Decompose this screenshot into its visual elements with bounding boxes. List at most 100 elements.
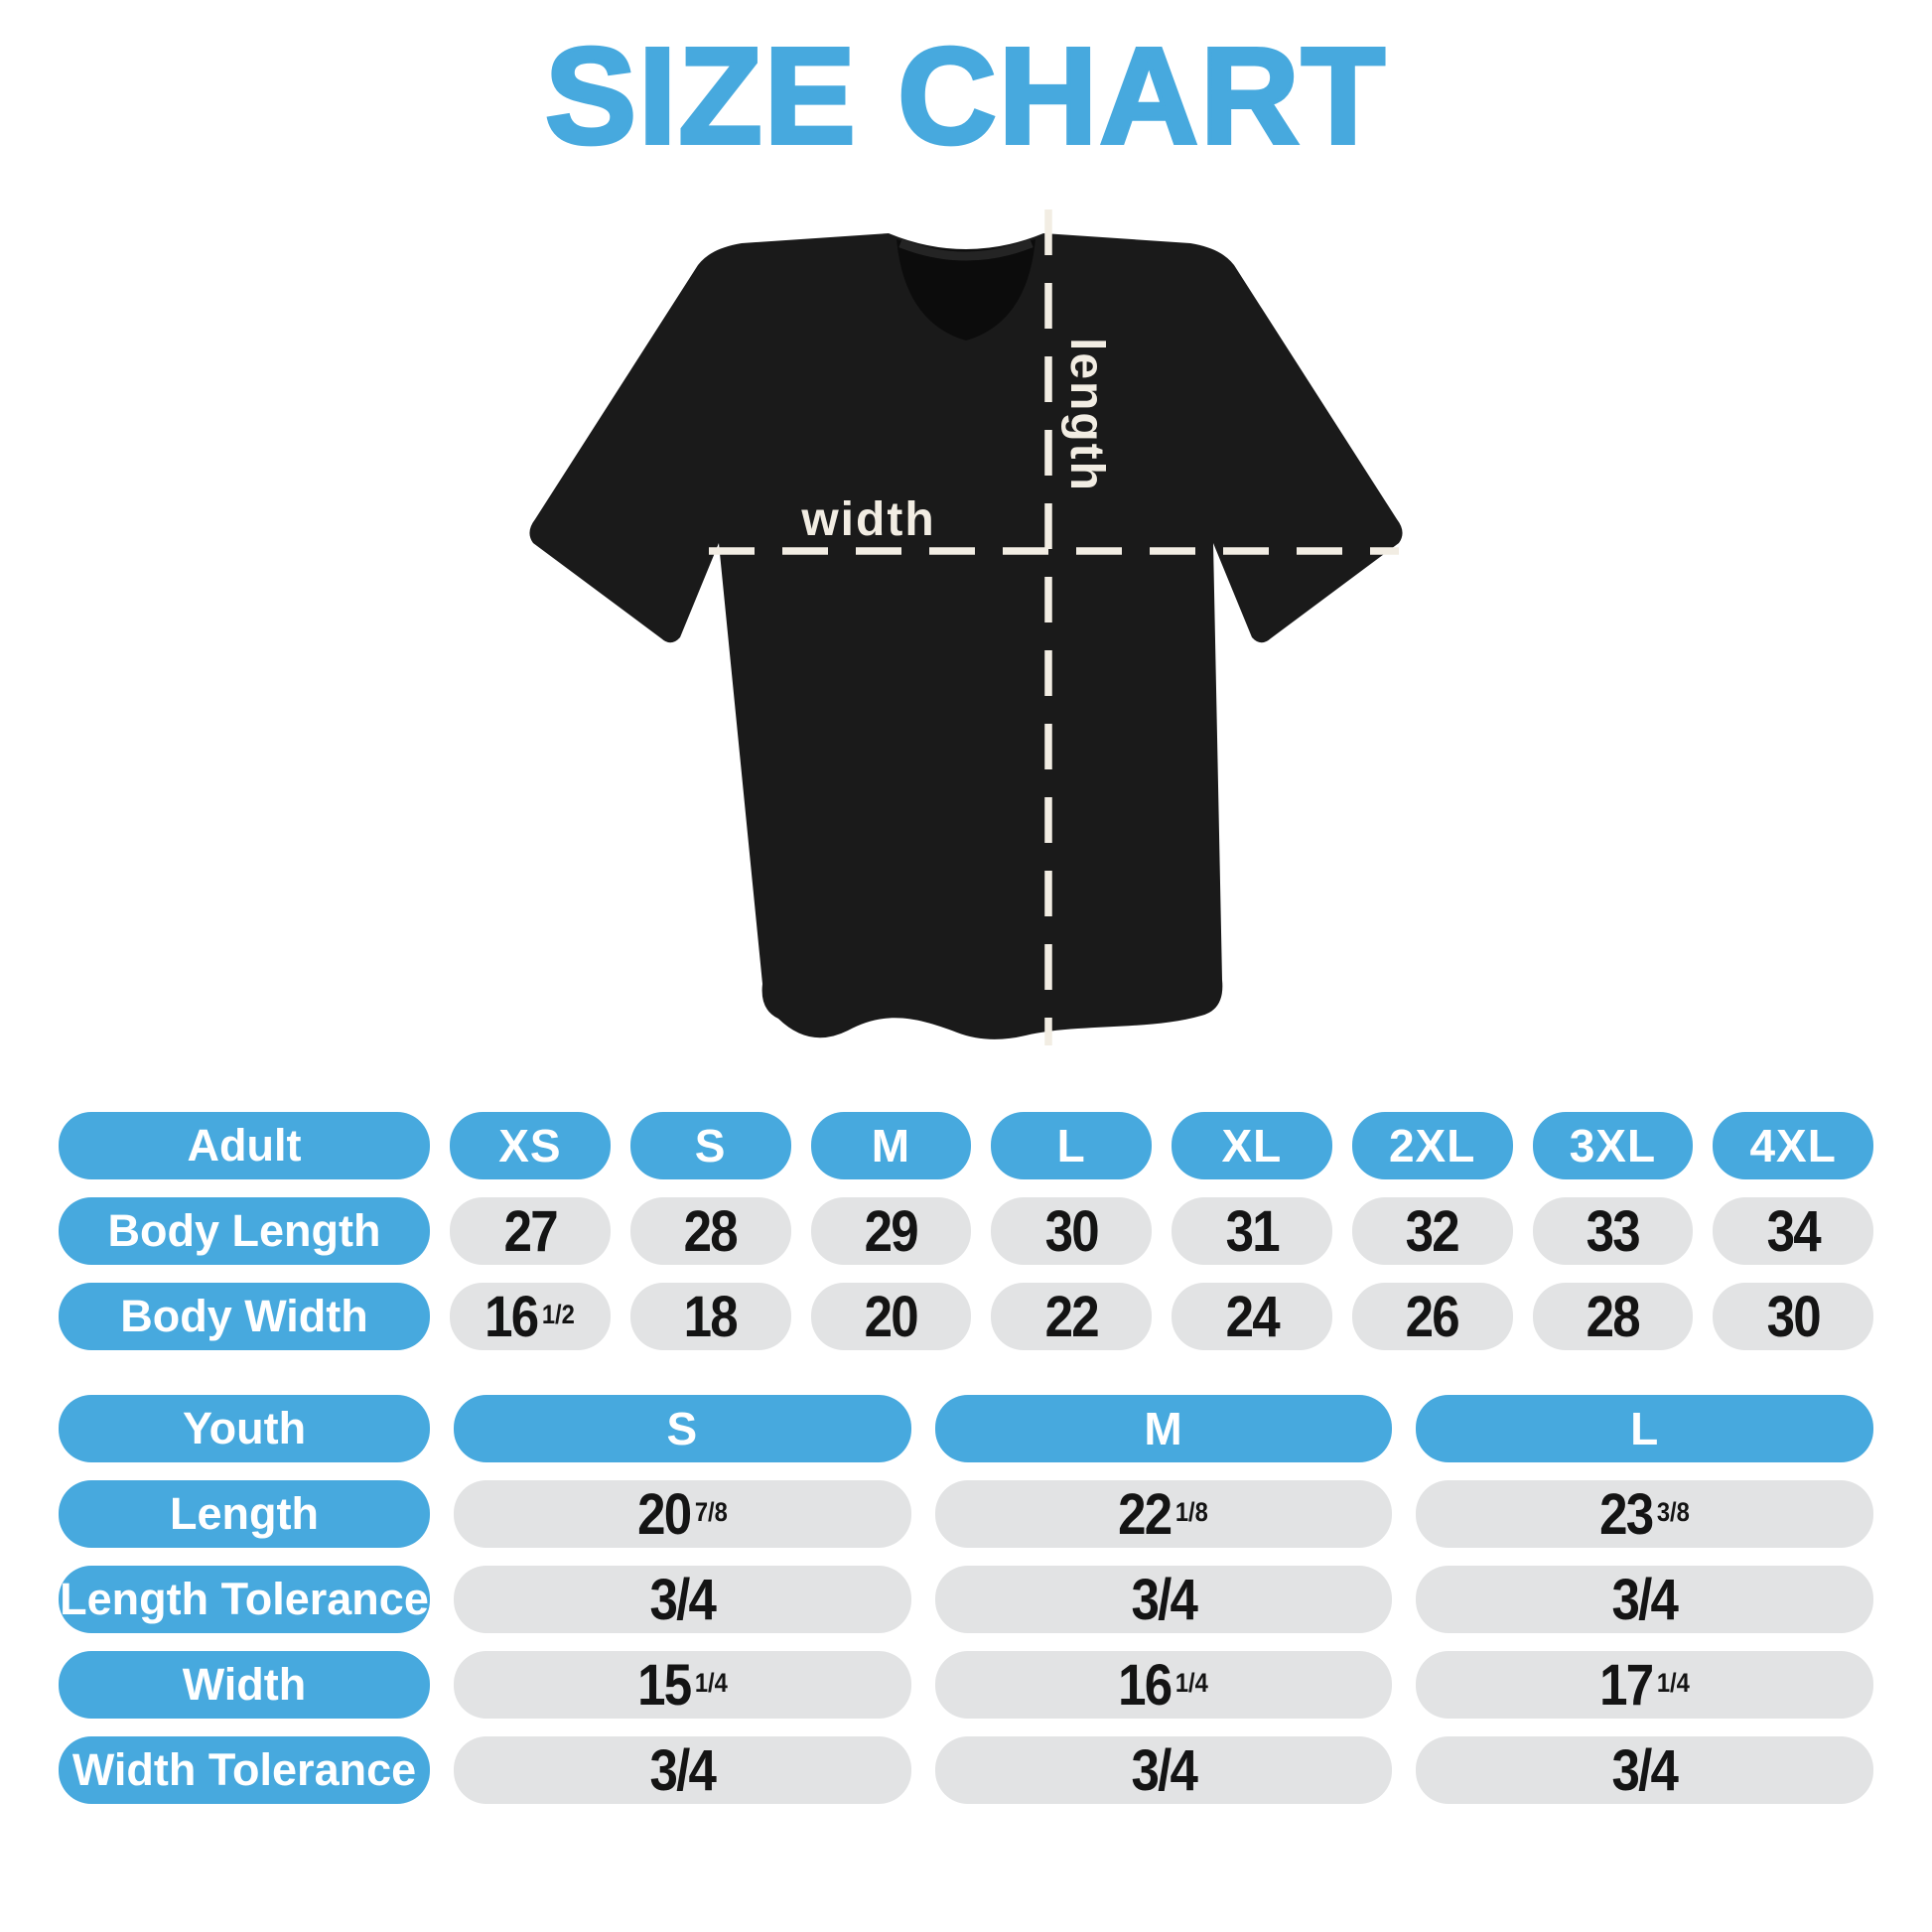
value-text: 24 [1225, 1284, 1280, 1350]
table-row: Width Tolerance 3/4 3/4 3/4 [59, 1736, 1874, 1804]
size-header-cell: 4XL [1713, 1112, 1873, 1179]
value-cell: 3/4 [1416, 1566, 1874, 1633]
value-cell: 30 [1713, 1283, 1873, 1350]
value-cell: 15 1/4 [454, 1651, 911, 1719]
value-number: 33 [1586, 1198, 1641, 1264]
value-number: 16 [484, 1284, 540, 1349]
value-cell: 20 [810, 1283, 972, 1350]
table-row: Length 20 7/8 22 1/8 23 3/8 [59, 1480, 1874, 1548]
row-label: Length Tolerance [59, 1566, 430, 1633]
value-text: 22 1/8 [1119, 1481, 1209, 1548]
table-row: Width 15 1/4 16 1/4 17 1/4 [59, 1651, 1874, 1719]
size-header-cell: L [991, 1112, 1152, 1179]
table-row: Body Length 27 28 29 30 31 32 33 34 [59, 1197, 1873, 1265]
value-cell: 34 [1713, 1197, 1873, 1265]
row-label: Width Tolerance [59, 1736, 430, 1804]
width-label: width [800, 493, 935, 546]
size-header-cell: M [934, 1395, 1393, 1462]
table-spacer [59, 1368, 1873, 1395]
table-group-label: Adult [59, 1112, 430, 1179]
value-number: 3/4 [1611, 1567, 1679, 1632]
value-cell: 24 [1172, 1283, 1332, 1350]
value-cell: 26 [1351, 1283, 1513, 1350]
value-number: 3/4 [649, 1737, 716, 1803]
value-text: 20 7/8 [637, 1481, 728, 1548]
value-fraction: 1/4 [694, 1667, 728, 1698]
value-text: 3/4 [1611, 1737, 1679, 1804]
value-number: 23 [1599, 1481, 1654, 1547]
value-cell: 23 3/8 [1416, 1480, 1874, 1548]
value-text: 30 [1766, 1284, 1821, 1350]
value-cell: 3/4 [454, 1736, 911, 1804]
value-number: 31 [1225, 1198, 1280, 1264]
value-number: 20 [636, 1481, 692, 1547]
value-text: 22 [1044, 1284, 1099, 1350]
value-cell: 33 [1532, 1197, 1694, 1265]
value-cell: 28 [629, 1197, 791, 1265]
value-fraction: 7/8 [694, 1496, 728, 1527]
youth-size-table: Youth S M L Length 20 7/8 22 1/8 23 3/8 Length Tole… [59, 1395, 1874, 1804]
size-header-cell: XS [450, 1112, 611, 1179]
value-number: 18 [683, 1284, 739, 1349]
value-fraction: 1/8 [1175, 1496, 1209, 1527]
size-header-cell: S [629, 1112, 791, 1179]
value-text: 26 [1406, 1284, 1460, 1350]
value-cell: 31 [1172, 1197, 1332, 1265]
row-label: Body Width [59, 1283, 430, 1350]
value-number: 3/4 [1611, 1737, 1679, 1803]
value-number: 3/4 [1131, 1737, 1197, 1803]
value-fraction: 1/2 [542, 1299, 576, 1329]
adult-size-table: Adult XS S M L XL 2XL 3XL 4XL Body Length 27 28 29 30… [59, 1112, 1873, 1350]
value-number: 34 [1766, 1198, 1821, 1264]
value-number: 15 [636, 1652, 692, 1718]
value-cell: 17 1/4 [1416, 1651, 1874, 1719]
size-tables: Adult XS S M L XL 2XL 3XL 4XL Body Length 27 28 29 30… [59, 1112, 1874, 1822]
size-header-cell: L [1416, 1395, 1874, 1462]
value-number: 28 [683, 1198, 739, 1264]
value-text: 27 [503, 1198, 558, 1265]
value-cell: 32 [1351, 1197, 1513, 1265]
value-text: 33 [1586, 1198, 1641, 1265]
tshirt-diagram: width length [519, 204, 1413, 1087]
size-header-cell: 2XL [1351, 1112, 1513, 1179]
value-text: 3/4 [1131, 1737, 1197, 1804]
value-text: 31 [1225, 1198, 1280, 1265]
size-header-cell: S [454, 1395, 911, 1462]
value-text: 3/4 [649, 1737, 716, 1804]
value-text: 3/4 [1611, 1567, 1679, 1633]
value-cell: 22 [991, 1283, 1152, 1350]
value-number: 3/4 [1131, 1567, 1197, 1632]
value-number: 22 [1118, 1481, 1173, 1547]
value-number: 20 [864, 1284, 919, 1349]
value-text: 23 3/8 [1599, 1481, 1690, 1548]
row-label: Body Length [59, 1197, 430, 1265]
collar-band [898, 238, 1034, 261]
value-cell: 3/4 [934, 1736, 1393, 1804]
table-group-label: Youth [59, 1395, 430, 1462]
value-number: 32 [1405, 1198, 1460, 1264]
youth-table-header-row: Youth S M L [59, 1395, 1874, 1462]
value-cell: 20 7/8 [454, 1480, 911, 1548]
length-label: length [1060, 338, 1113, 492]
size-header-cell: XL [1172, 1112, 1332, 1179]
tshirt-graphic: width length [529, 209, 1403, 1045]
value-cell: 16 1/2 [450, 1283, 611, 1350]
table-row: Body Width 16 1/2 18 20 22 24 26 28 30 [59, 1283, 1873, 1350]
value-text: 3/4 [1131, 1567, 1197, 1633]
value-text: 28 [1587, 1284, 1641, 1350]
tshirt-silhouette [529, 233, 1403, 1039]
value-cell: 28 [1532, 1283, 1694, 1350]
table-row: Length Tolerance 3/4 3/4 3/4 [59, 1566, 1874, 1633]
value-cell: 27 [450, 1197, 611, 1265]
value-text: 17 1/4 [1599, 1652, 1690, 1719]
value-text: 18 [683, 1284, 739, 1350]
value-text: 16 1/4 [1119, 1652, 1209, 1719]
value-number: 22 [1044, 1284, 1099, 1349]
value-cell: 30 [991, 1197, 1152, 1265]
value-text: 16 1/2 [485, 1284, 576, 1350]
row-label: Length [59, 1480, 430, 1548]
value-text: 34 [1766, 1198, 1821, 1265]
value-number: 29 [864, 1198, 919, 1264]
value-text: 3/4 [649, 1567, 716, 1633]
